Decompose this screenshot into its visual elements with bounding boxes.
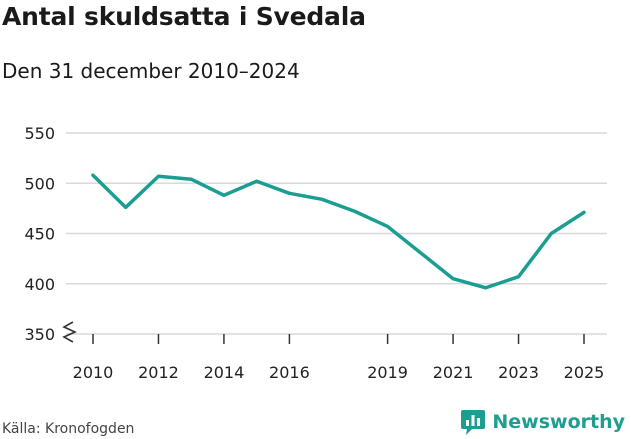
x-tick-label-2014: 2014	[204, 363, 245, 382]
x-axis-ticks: 2010 2012 2014 2016 2019 2021 2023 2025	[73, 334, 605, 382]
y-tick-label-350: 350	[24, 325, 55, 344]
y-tick-label-550: 550	[24, 124, 55, 143]
series-line-0	[91, 173, 586, 290]
x-tick-label-2010: 2010	[73, 363, 114, 382]
y-tick-label-500: 500	[24, 174, 55, 193]
chart-bubble-icon	[461, 410, 486, 435]
y-axis-tick-labels: 350 400 450 500 550	[24, 124, 55, 344]
chart-title: Antal skuldsatta i Svedala	[2, 2, 366, 31]
x-tick-label-2021: 2021	[433, 363, 474, 382]
y-tick-label-400: 400	[24, 275, 55, 294]
x-tick-label-2023: 2023	[498, 363, 539, 382]
y-axis-break	[62, 321, 77, 343]
grid-lines	[66, 132, 607, 335]
axis-break-mark	[62, 321, 77, 343]
x-tick-label-2012: 2012	[138, 363, 179, 382]
brand-logo: Newsworthy	[460, 408, 625, 436]
x-tick-label-2019: 2019	[367, 363, 408, 382]
x-tick-label-2025: 2025	[564, 363, 605, 382]
x-tick-label-2016: 2016	[269, 363, 310, 382]
brand-name: Newsworthy	[492, 411, 625, 433]
source-label: Källa: Kronofogden	[2, 421, 135, 437]
chart-subtitle: Den 31 december 2010–2024	[2, 59, 300, 83]
y-tick-label-450: 450	[24, 225, 55, 244]
series-layer	[91, 173, 586, 290]
